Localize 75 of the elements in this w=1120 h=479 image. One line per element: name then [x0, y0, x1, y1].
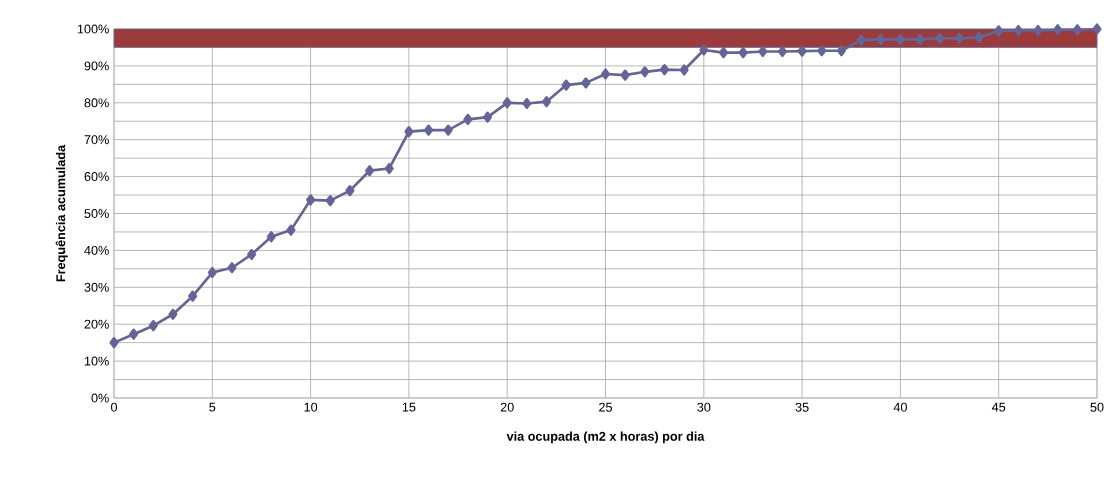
- point: [895, 33, 905, 45]
- point: [502, 97, 512, 109]
- y-tick-label: 40%: [84, 245, 109, 255]
- point: [404, 125, 414, 138]
- point: [738, 47, 748, 59]
- point: [463, 113, 473, 126]
- x-tick-label: 40: [893, 402, 907, 412]
- point: [777, 45, 787, 58]
- point: [640, 66, 650, 78]
- point: [345, 185, 355, 197]
- point: [1053, 24, 1063, 36]
- point: [876, 33, 886, 45]
- point: [836, 45, 846, 57]
- point: [797, 45, 807, 57]
- point: [817, 45, 827, 57]
- x-tick-label: 10: [304, 402, 318, 412]
- point: [620, 69, 630, 81]
- point: [365, 165, 375, 177]
- y-tick-label: 50%: [84, 209, 109, 218]
- x-tick-label: 50: [1090, 402, 1104, 412]
- point: [227, 262, 237, 274]
- point: [286, 224, 296, 236]
- x-tick-label: 25: [599, 402, 613, 412]
- y-tick-label: 60%: [84, 172, 109, 182]
- y-tick-label: 0%: [91, 393, 109, 403]
- point: [1072, 24, 1082, 36]
- y-tick-label: 70%: [84, 135, 109, 145]
- point: [424, 124, 434, 136]
- x-tick-label: 30: [697, 402, 711, 412]
- x-tick-label: 5: [209, 402, 216, 412]
- point: [561, 79, 571, 91]
- x-tick-label: 20: [500, 402, 514, 412]
- point: [994, 25, 1004, 37]
- point: [188, 290, 198, 302]
- point: [483, 111, 493, 123]
- x-tick-label: 0: [110, 402, 118, 412]
- y-tick-label: 30%: [84, 282, 109, 292]
- point: [148, 320, 158, 332]
- y-tick-label: 10%: [84, 356, 109, 366]
- point: [659, 63, 670, 76]
- point: [266, 231, 276, 243]
- y-tick-label: 90%: [84, 61, 109, 71]
- point: [718, 47, 728, 59]
- point: [679, 64, 689, 76]
- point: [384, 162, 394, 175]
- point: [600, 68, 611, 80]
- x-axis-title: via ocupada (m2 x horas) por dia: [506, 431, 705, 444]
- point: [856, 34, 866, 46]
- point: [915, 33, 925, 45]
- point: [443, 124, 453, 136]
- point: [1013, 24, 1023, 37]
- x-tick-label: 35: [795, 402, 809, 412]
- y-tick-label: 100%: [77, 24, 109, 34]
- point: [541, 96, 552, 108]
- y-tick-label: 20%: [84, 319, 109, 329]
- point: [758, 45, 768, 58]
- point: [954, 32, 964, 44]
- point: [306, 194, 316, 206]
- point: [109, 337, 119, 349]
- point: [974, 31, 984, 44]
- y-axis-title: Frequência acumulada: [55, 144, 68, 282]
- point: [207, 266, 217, 279]
- x-tick-label: 15: [402, 402, 416, 412]
- point: [168, 308, 178, 320]
- point: [247, 248, 257, 261]
- point: [1033, 24, 1043, 37]
- point: [1092, 23, 1102, 35]
- point: [581, 77, 591, 89]
- y-tick-label: 80%: [84, 98, 109, 108]
- x-tick-label: 45: [991, 402, 1006, 412]
- point: [935, 32, 945, 44]
- point: [699, 44, 709, 56]
- point: [129, 328, 139, 340]
- point: [522, 97, 532, 110]
- point: [325, 194, 335, 207]
